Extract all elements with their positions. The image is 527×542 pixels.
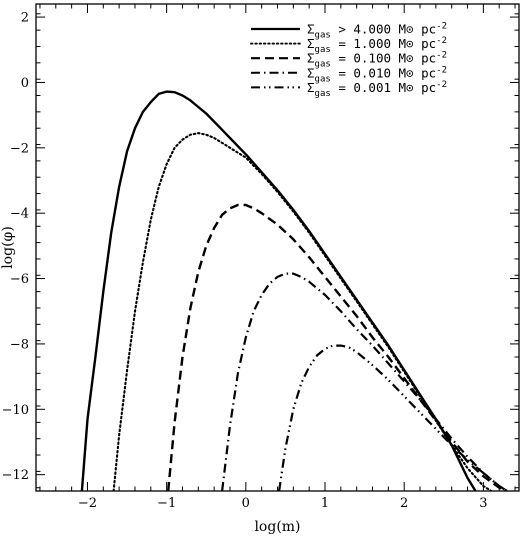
curves-group: [80, 90, 508, 491]
x-axis-label: log(m): [254, 519, 300, 535]
y-tick-label: −12: [2, 468, 29, 483]
x-tick-label: −1: [157, 496, 176, 511]
y-tick-label: 2: [21, 11, 29, 26]
series-line-5: [278, 344, 508, 491]
series-line-4: [221, 272, 508, 491]
y-tick-label: 0: [21, 76, 29, 91]
y-tick-label: −2: [10, 141, 29, 156]
y-axis-label: log(φ): [0, 226, 16, 269]
x-tick-label: 3: [479, 496, 487, 511]
tick-labels-group: −2 −1 0 1 2 320−2−4−6−8−10−12: [2, 11, 488, 511]
y-tick-label: −6: [10, 272, 29, 287]
x-tick-label: 1: [321, 496, 329, 511]
legend-label-5: Σgas = 0.001 M⊙ pc-2: [307, 80, 447, 99]
legend-label-3: Σgas = 0.100 M⊙ pc-2: [307, 51, 447, 70]
y-tick-label: −10: [2, 403, 29, 418]
series-line-2: [112, 132, 493, 491]
series-line-1: [80, 90, 477, 491]
ticks-group: [36, 4, 519, 491]
legend-label-4: Σgas = 0.010 M⊙ pc-2: [307, 65, 447, 84]
y-tick-label: −8: [10, 337, 29, 352]
x-tick-label: 2: [400, 496, 408, 511]
series-line-3: [167, 203, 508, 491]
y-tick-label: −4: [10, 207, 29, 222]
legend-label-2: Σgas = 1.000 M⊙ pc-2: [307, 36, 447, 55]
x-tick-label: −2: [78, 496, 97, 511]
x-tick-label: 0: [242, 496, 250, 511]
legend-label-1: Σgas > 4.000 M⊙ pc-2: [307, 22, 447, 41]
